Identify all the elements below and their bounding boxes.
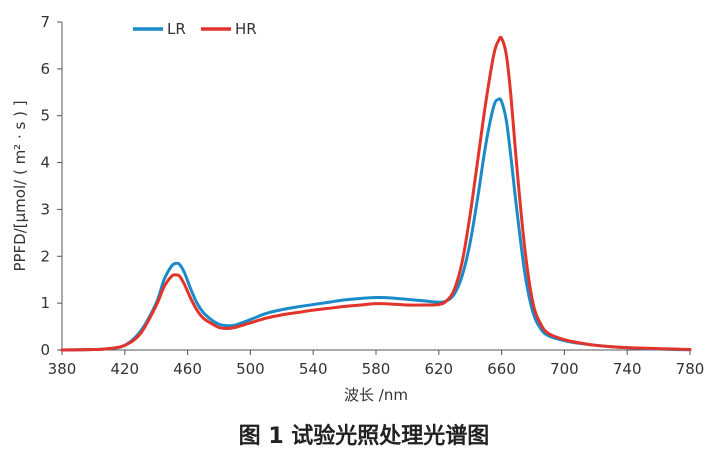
y-ticks: 0 1 2 3 4 5 6 7	[40, 13, 62, 359]
x-tick-label: 580	[362, 360, 391, 378]
y-tick-label: 6	[40, 60, 50, 78]
y-tick-label: 0	[40, 341, 50, 359]
spectrum-chart: 380 420 460 500 540 580 620 660 700 740 780 0 1 2 3 4 5…	[11, 13, 705, 404]
y-tick-label: 1	[40, 294, 50, 312]
figure-caption: 图 1 试验光照处理光谱图	[238, 424, 490, 449]
y-tick-label: 2	[40, 247, 50, 265]
series-line-lr	[60, 97, 692, 352]
y-tick-label: 5	[40, 107, 50, 125]
x-tick-label: 380	[48, 360, 77, 378]
x-tick-label: 740	[613, 360, 642, 378]
x-tick-label: 540	[299, 360, 328, 378]
x-tick-label: 780	[676, 360, 705, 378]
x-axis-label: 波长 /nm	[344, 386, 408, 404]
x-tick-label: 500	[236, 360, 265, 378]
series-group	[60, 35, 692, 352]
x-tick-label: 700	[550, 360, 579, 378]
y-tick-label: 7	[40, 13, 50, 31]
y-tick-label: 3	[40, 200, 50, 218]
series-line-hr	[60, 35, 692, 352]
x-tick-label: 420	[110, 360, 139, 378]
x-tick-label: 660	[487, 360, 516, 378]
x-ticks: 380 420 460 500 540 580 620 660 700 740 780	[48, 350, 705, 378]
legend-label-lr: LR	[167, 20, 186, 38]
legend-label-hr: HR	[235, 20, 257, 38]
x-tick-label: 620	[424, 360, 453, 378]
legend: LR HR	[133, 20, 257, 38]
y-axis-label: PPFD/[μmol/ ( m² · s ) ]	[11, 100, 29, 271]
y-tick-label: 4	[40, 154, 50, 172]
x-tick-label: 460	[173, 360, 202, 378]
